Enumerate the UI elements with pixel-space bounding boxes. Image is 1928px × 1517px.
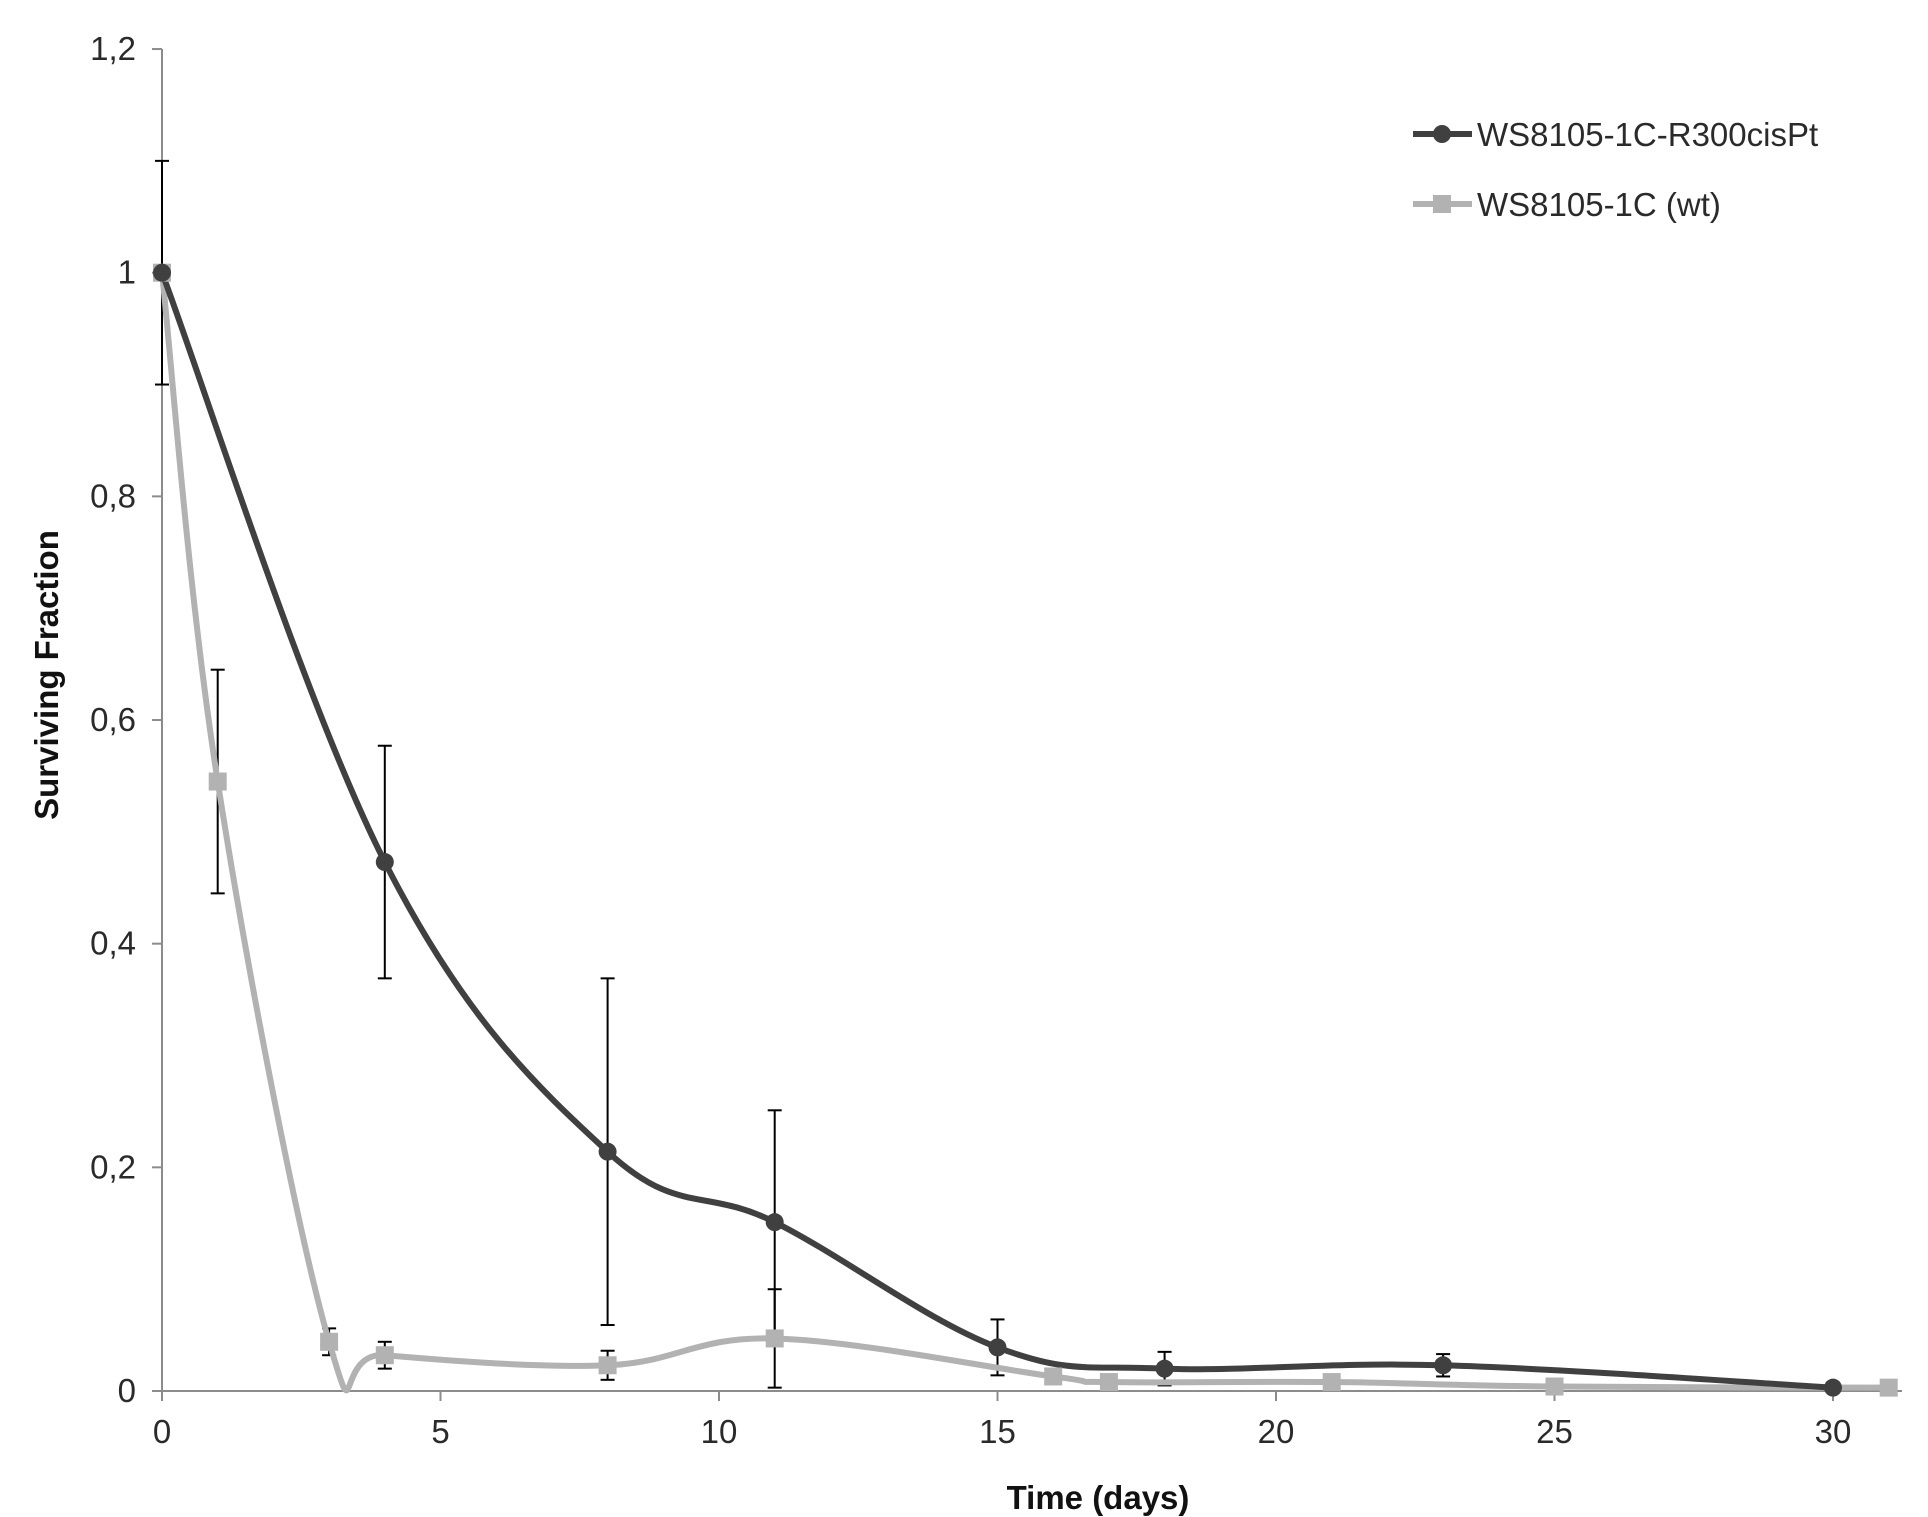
data-point-circle: [375, 853, 394, 872]
x-tick-label: 10: [701, 1413, 738, 1450]
data-point-circle: [1824, 1378, 1842, 1397]
axes: [161, 49, 1902, 1392]
data-point-circle: [153, 263, 171, 282]
x-tick-label: 20: [1258, 1413, 1295, 1450]
x-tick-label: 15: [979, 1413, 1016, 1450]
y-tick-label: 0,2: [90, 1148, 136, 1185]
x-axis-title: Time (days): [1007, 1479, 1190, 1516]
series-lines: [159, 271, 1889, 1394]
x-tick-label: 0: [153, 1413, 171, 1450]
data-point-square: [1099, 1373, 1118, 1392]
data-point-square: [208, 772, 227, 791]
y-tick-label: 0: [118, 1372, 136, 1409]
legend-label: WS8105-1C-R300cisPt: [1477, 116, 1818, 153]
series-line: [159, 271, 1834, 1391]
y-tick-label: 1: [118, 254, 136, 291]
data-point-square: [1322, 1373, 1341, 1392]
data-point-square: [1879, 1378, 1898, 1397]
y-tick-label: 0,6: [90, 701, 136, 738]
legend-label: WS8105-1C (wt): [1477, 186, 1721, 223]
data-point-square: [320, 1332, 339, 1351]
legend-marker-square: [1433, 195, 1451, 213]
data-point-square: [598, 1356, 617, 1375]
data-point-square: [1044, 1367, 1063, 1386]
series-line: [159, 272, 1889, 1394]
y-tick-label: 1,2: [90, 30, 136, 67]
data-point-square: [1545, 1377, 1564, 1396]
y-tick-label: 0,8: [90, 477, 136, 514]
data-point-square: [375, 1346, 394, 1365]
x-tick-label: 5: [431, 1413, 449, 1450]
data-point-circle: [598, 1142, 617, 1161]
data-point-circle: [1155, 1359, 1174, 1378]
x-tick-label: 25: [1536, 1413, 1573, 1450]
legend-marker-circle: [1433, 125, 1451, 143]
series-markers: [153, 263, 1898, 1397]
tick-marks: 0 0,2 0,4 0,6 0,8 1 1,2 0 5 10 15 20 25 30: [90, 30, 1851, 1450]
data-point-circle: [988, 1338, 1007, 1357]
y-axis-title: Surviving Fraction: [28, 530, 65, 820]
x-tick-label: 30: [1815, 1413, 1852, 1450]
data-point-circle: [1434, 1356, 1453, 1375]
y-tick-label: 0,4: [90, 925, 136, 962]
data-point-square: [765, 1329, 784, 1348]
legend: WS8105-1C-R300cisPt WS8105-1C (wt): [1413, 116, 1818, 223]
data-point-circle: [765, 1213, 784, 1232]
error-bars: [155, 159, 1896, 1392]
